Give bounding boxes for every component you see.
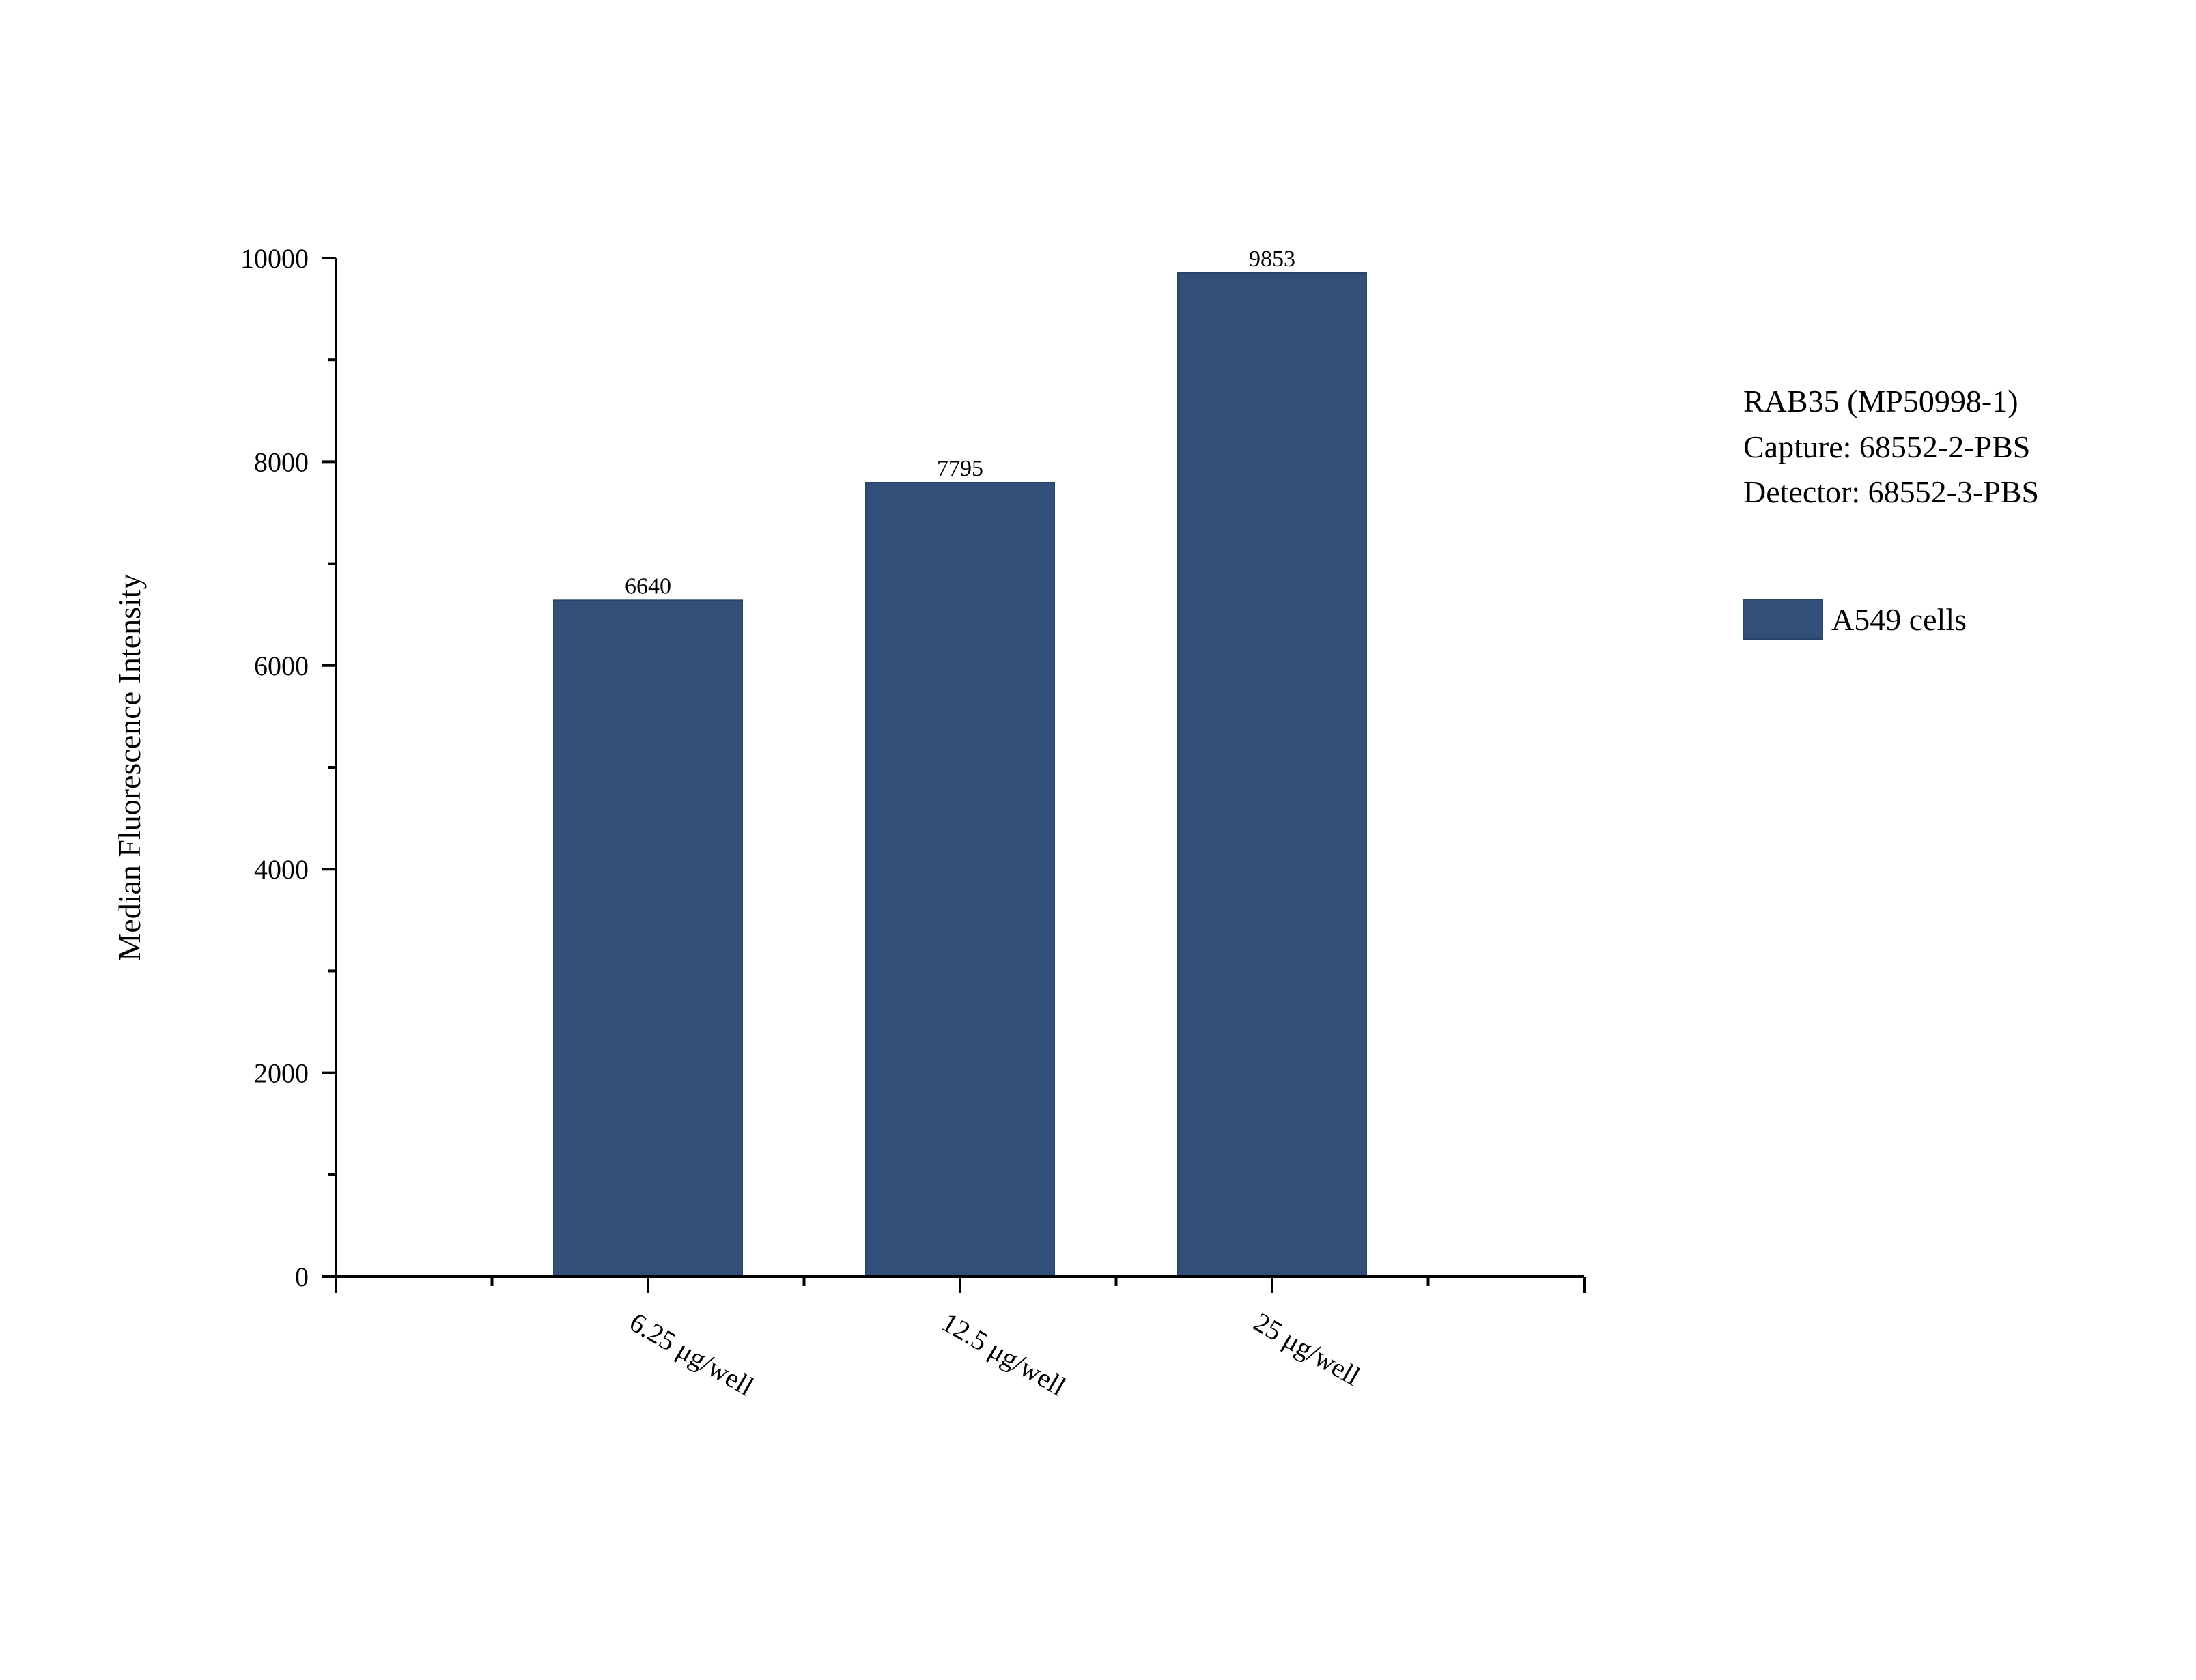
bar-value-label-3: 9853 <box>1249 246 1295 272</box>
bar-value-label-2: 7795 <box>937 456 983 481</box>
bar-value-label-1: 6640 <box>625 573 671 599</box>
annotation-line-3: Detector: 68552-3-PBS <box>1743 474 2039 509</box>
y-tick-label: 6000 <box>254 651 309 681</box>
legend: A549 cells <box>1743 599 1967 640</box>
y-ticks-layer: 0 2000 4000 6000 8000 10000 <box>240 243 336 1292</box>
y-tick-label: 2000 <box>254 1058 309 1089</box>
bar-1 <box>553 599 743 1277</box>
annotation-block: RAB35 (MP50998-1) Capture: 68552-2-PBS D… <box>1743 384 2039 509</box>
legend-label: A549 cells <box>1831 602 1967 637</box>
y-tick-label: 4000 <box>254 854 309 885</box>
x-tick-label-2: 12.5 μg/well <box>937 1307 1071 1402</box>
y-tick-label: 0 <box>295 1262 309 1292</box>
data-labels-layer: 6640 7795 9853 <box>625 246 1295 599</box>
bars-layer <box>553 272 1367 1278</box>
legend-swatch <box>1743 599 1823 640</box>
x-tick-label-1: 6.25 μg/well <box>625 1307 759 1402</box>
x-ticks-layer: 6.25 μg/well 12.5 μg/well 25 μg/well <box>335 1277 1586 1402</box>
bar-3 <box>1177 272 1367 1278</box>
bar-2 <box>865 481 1055 1278</box>
y-tick-label: 8000 <box>254 446 309 477</box>
y-tick-label: 10000 <box>240 243 309 274</box>
annotation-line-2: Capture: 68552-2-PBS <box>1743 429 2030 464</box>
annotation-line-1: RAB35 (MP50998-1) <box>1743 384 2018 418</box>
y-axis-title: Median Fluorescence Intensity <box>112 573 147 960</box>
x-tick-label-3: 25 μg/well <box>1249 1307 1366 1392</box>
